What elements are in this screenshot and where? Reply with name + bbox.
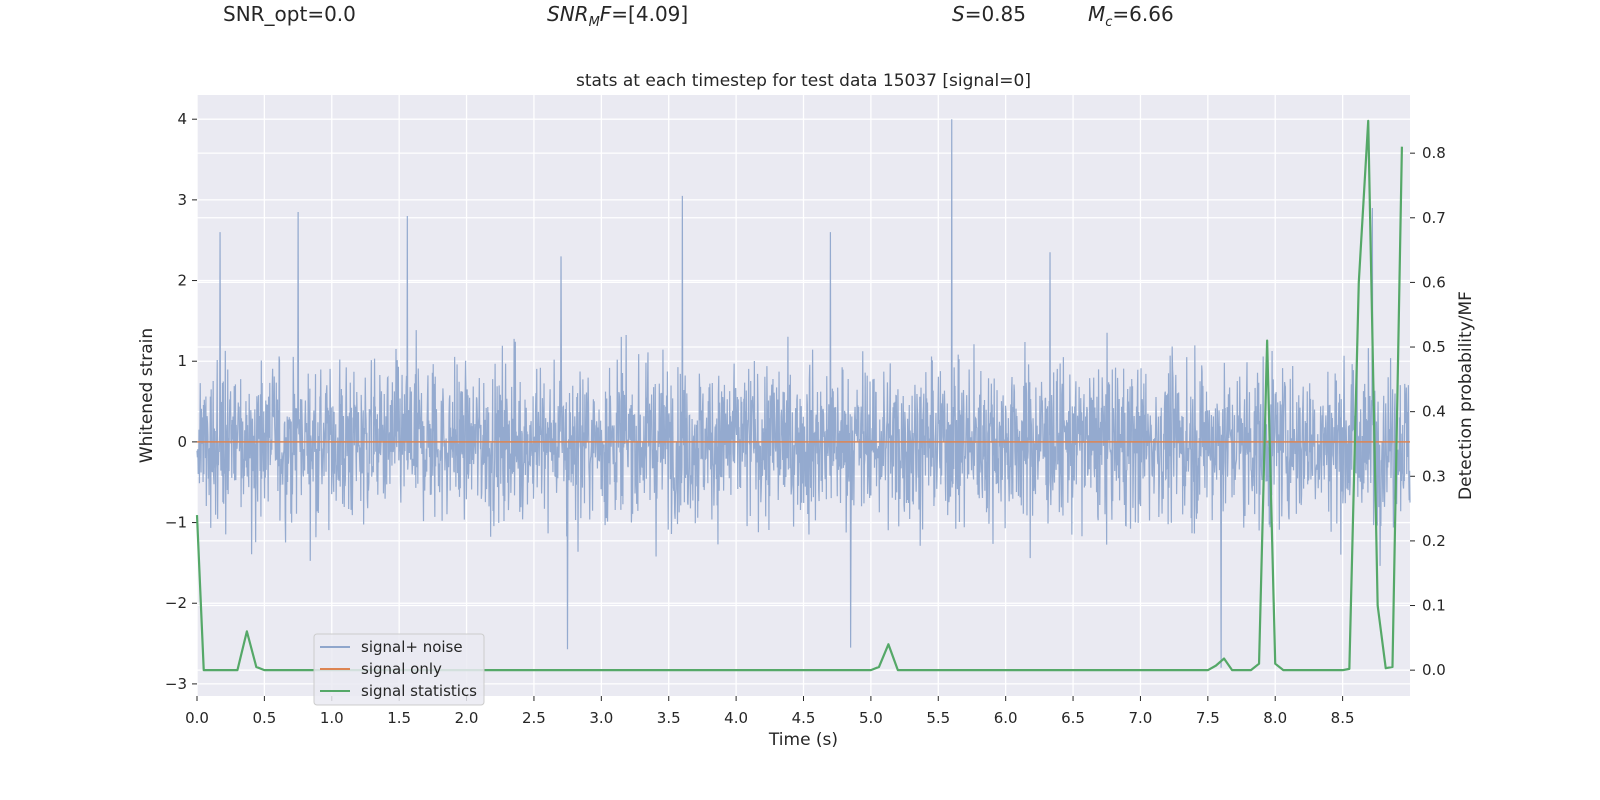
snr-mf-value: =[4.09] (611, 2, 689, 26)
chart-title: stats at each timestep for test data 150… (576, 71, 1031, 91)
y-ticks: −3 −2 −1 0 1 2 3 4 (165, 110, 197, 693)
x-tick-label: 0.0 (185, 709, 209, 727)
y2-tick-label: 0.5 (1422, 338, 1446, 356)
legend-signal-noise-label: signal+ noise (361, 638, 463, 656)
header-snr-opt: SNR_opt=0.0 (223, 2, 356, 26)
legend: signal+ noise signal only signal statistic… (313, 633, 485, 706)
y2-tick-label: 0.4 (1422, 403, 1446, 421)
x-tick-label: 6.5 (1061, 709, 1085, 727)
x-tick-label: 5.0 (859, 709, 883, 727)
x-axis-label: Time (s) (768, 730, 838, 750)
x-tick-label: 3.0 (589, 709, 613, 727)
y-tick-label: 1 (177, 352, 187, 370)
header-mc: Mc=6.66 (1088, 2, 1174, 30)
s-symbol: S (952, 2, 965, 26)
snr-mf-subscript: M (588, 15, 600, 30)
x-tick-label: 2.0 (455, 709, 479, 727)
legend-signal-only-label: signal only (361, 660, 442, 678)
snr-mf-symbol: SNR (547, 2, 589, 26)
y2-tick-label: 0.7 (1422, 209, 1446, 227)
y-tick-label: 4 (177, 110, 187, 128)
y2-tick-label: 0.1 (1422, 597, 1446, 615)
y-tick-label: −1 (165, 514, 187, 532)
x-tick-label: 0.5 (252, 709, 276, 727)
snr-opt-text: SNR_opt=0.0 (223, 2, 356, 26)
y-tick-label: −2 (165, 594, 187, 612)
x-tick-label: 6.0 (994, 709, 1018, 727)
x-tick-label: 2.5 (522, 709, 546, 727)
x-tick-label: 8.0 (1263, 709, 1287, 727)
y2-tick-label: 0.8 (1422, 144, 1446, 162)
y2-tick-label: 0.0 (1422, 661, 1446, 679)
header-snr-mf: SNRMF=[4.09] (547, 2, 688, 30)
signal-statistics-line (195, 119, 1404, 672)
x-tick-label: 4.0 (724, 709, 748, 727)
mc-symbol: M (1088, 2, 1106, 26)
mc-value: =6.66 (1112, 2, 1174, 26)
legend-signal-statistics-label: signal statistics (361, 682, 477, 700)
y-axis-label: Whitened strain (137, 328, 157, 463)
x-tick-label: 7.0 (1129, 709, 1153, 727)
x-tick-label: 4.5 (792, 709, 816, 727)
y-tick-label: −3 (165, 675, 187, 693)
x-tick-label: 3.5 (657, 709, 681, 727)
legend-box (313, 633, 485, 706)
y-tick-label: 2 (177, 272, 187, 290)
y2-tick-label: 0.3 (1422, 467, 1446, 485)
y2-tick-label: 0.6 (1422, 273, 1446, 291)
signal-statistics-series (195, 119, 1404, 672)
x-tick-label: 1.0 (320, 709, 344, 727)
x-tick-label: 8.5 (1331, 709, 1355, 727)
header-s: S=0.85 (952, 2, 1026, 26)
y-tick-label: 3 (177, 191, 187, 209)
mc-subscript: c (1105, 15, 1113, 30)
x-tick-label: 1.5 (387, 709, 411, 727)
snr-mf-symbol-2: F (599, 2, 612, 26)
s-value: =0.85 (964, 2, 1026, 26)
y2-ticks: 0.0 0.1 0.2 0.3 0.4 0.5 0.6 0.7 0.8 (1410, 144, 1446, 679)
y2-axis-label: Detection probability/MF (1456, 291, 1476, 500)
y2-tick-label: 0.2 (1422, 532, 1446, 550)
x-tick-label: 5.5 (926, 709, 950, 727)
x-ticks: 0.0 0.5 1.0 1.5 2.0 2.5 3.0 3.5 4.0 4.5 5.0 5.5 6.0 6… (185, 696, 1355, 727)
y-tick-label: 0 (177, 433, 187, 451)
x-tick-label: 7.5 (1196, 709, 1220, 727)
